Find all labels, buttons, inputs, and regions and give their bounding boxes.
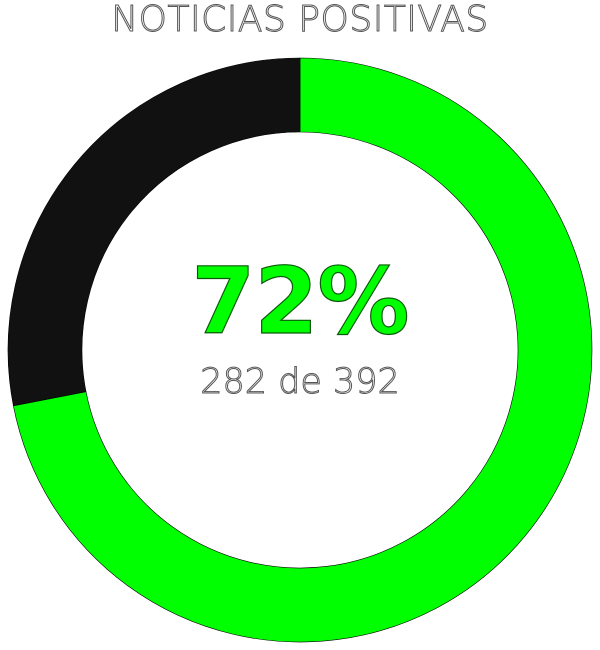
- percentage-value: 72%: [191, 248, 410, 355]
- donut-segments: [7, 57, 593, 643]
- count-detail: 282 de 392: [200, 362, 401, 403]
- donut-segment-positive: [13, 57, 593, 643]
- chart-title: NOTICIAS POSITIVAS: [111, 0, 489, 41]
- donut-segment-remaining: [7, 57, 301, 407]
